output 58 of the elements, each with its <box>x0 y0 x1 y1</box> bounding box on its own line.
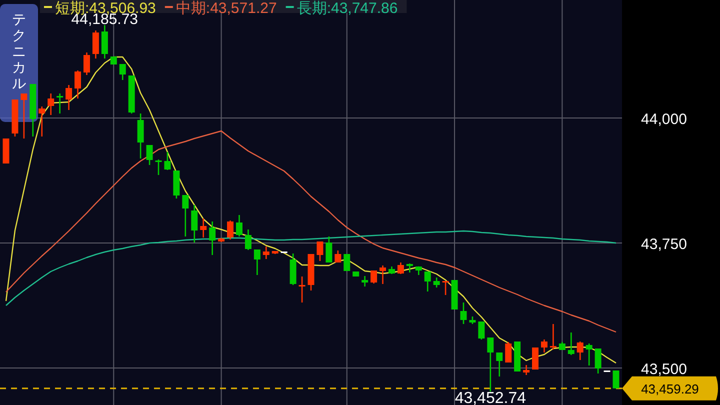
candlestick <box>92 30 99 60</box>
candlestick <box>66 84 72 111</box>
candlestick <box>478 320 485 340</box>
candlestick <box>540 338 548 354</box>
candlestick <box>344 254 350 271</box>
legend-label: 中期:43,571.27 <box>176 0 277 17</box>
candlestick <box>550 323 556 350</box>
candlestick <box>433 276 440 288</box>
candlestick <box>576 340 584 361</box>
candlestick <box>487 336 494 392</box>
candlestick <box>182 194 189 238</box>
candlestick <box>209 220 216 256</box>
candlestick <box>505 341 512 364</box>
candlestick <box>326 236 332 264</box>
candlestick <box>586 342 592 366</box>
candlestick <box>244 228 252 251</box>
candlestick <box>496 352 503 378</box>
candlestick <box>119 63 126 81</box>
candlestick <box>101 24 108 60</box>
candlestick <box>380 264 386 285</box>
candlestick <box>370 270 378 284</box>
candlestick <box>200 218 207 238</box>
candlestick <box>164 151 171 171</box>
candlestick <box>460 302 467 325</box>
annotation: 43,452.74 <box>454 390 526 405</box>
candlestick <box>424 270 431 292</box>
candlestick <box>316 240 324 262</box>
candlestick <box>146 144 153 166</box>
y-tick-label: 44,000 <box>641 111 687 128</box>
candlestick <box>532 348 539 370</box>
candlestick <box>137 112 144 160</box>
picture-button: テクニカル <box>0 4 38 122</box>
legend-label: 長期:43,747.86 <box>296 0 398 17</box>
candlestick <box>568 332 574 356</box>
candlestick <box>191 204 198 244</box>
candlestick <box>83 52 90 76</box>
candlestick <box>523 364 530 376</box>
candlestick <box>48 92 54 116</box>
candlestick <box>20 92 28 140</box>
y-tick-label: 43,750 <box>641 236 687 253</box>
candlestick <box>442 280 449 296</box>
ref-line-label: 43,459.29 <box>641 381 699 396</box>
candlestick <box>38 106 46 138</box>
y-tick-label: 43,500 <box>641 361 687 378</box>
candlestick <box>56 92 64 114</box>
candlestick <box>362 275 368 288</box>
candlestick <box>397 262 404 275</box>
candlestick <box>155 158 162 176</box>
annotation: テクニカル <box>12 11 26 91</box>
candlestick <box>227 220 234 240</box>
line-series <box>5 130 617 333</box>
candlestick <box>298 276 306 304</box>
candlestick <box>612 370 620 390</box>
candlestick <box>594 348 602 374</box>
candlestick <box>254 248 260 276</box>
candlestick <box>74 70 82 100</box>
candlestick <box>236 214 242 238</box>
candlestick <box>262 246 270 260</box>
